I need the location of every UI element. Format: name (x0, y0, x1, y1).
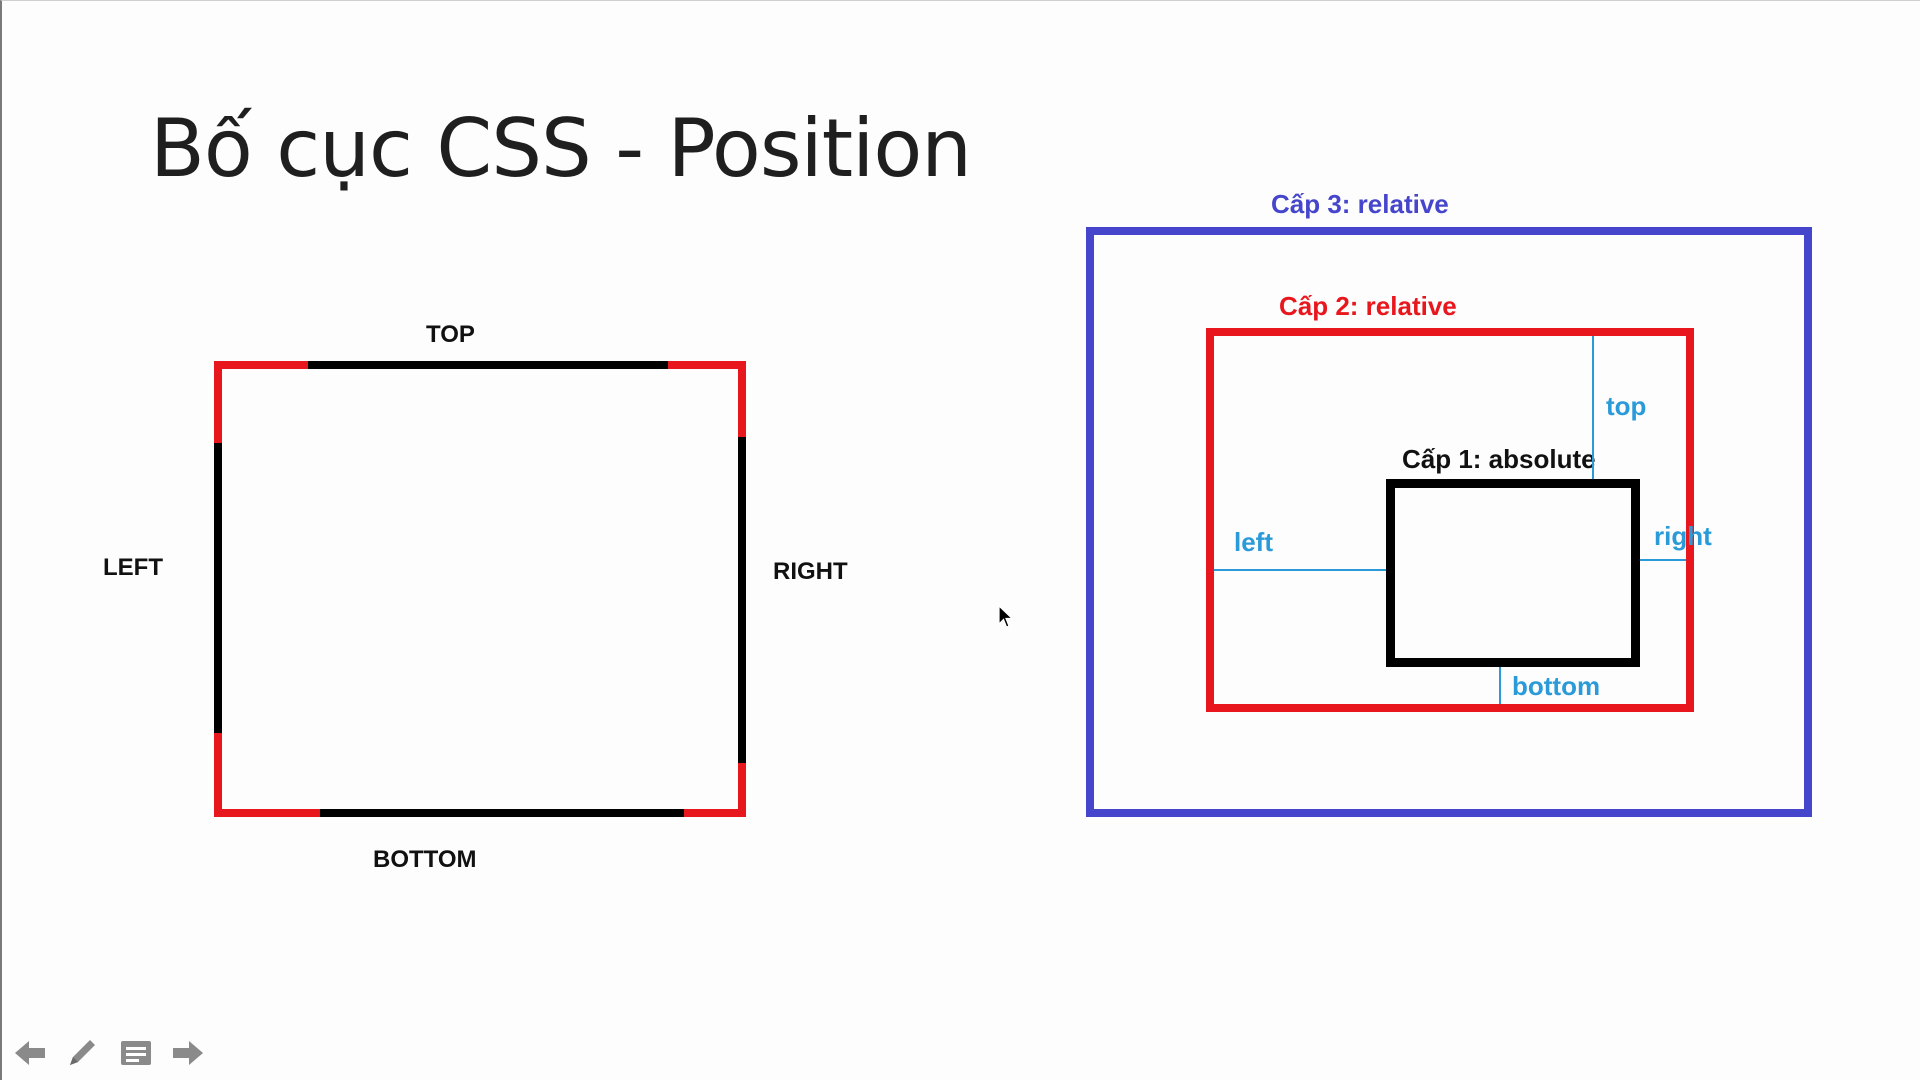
bottom-edge (320, 809, 684, 817)
level3-relative-box (1086, 227, 1812, 817)
bottom-offset-line (1499, 667, 1501, 704)
left-bottom-red-segment (214, 733, 222, 817)
right-edge (738, 437, 746, 763)
left-offset-label: left (1234, 527, 1273, 557)
bottom-right-red-segment (684, 809, 746, 817)
top-edge (308, 361, 668, 369)
bottom-left-red-segment (214, 809, 320, 817)
bottom-label: BOTTOM (373, 846, 477, 873)
top-right-red-segment (668, 361, 746, 369)
top-offset-label: top (1606, 391, 1647, 421)
arrow-left-icon[interactable] (12, 1035, 48, 1071)
slide-title: Bố cục CSS - Position (150, 102, 972, 195)
mouse-pointer-icon (998, 605, 1014, 628)
top-left-red-segment (214, 361, 308, 369)
left-label: LEFT (103, 554, 163, 581)
arrow-right-icon[interactable] (170, 1035, 206, 1071)
top-offset-line (1592, 336, 1594, 479)
pen-icon[interactable] (64, 1035, 100, 1071)
right-offset-line (1640, 559, 1686, 561)
level2-label: Cấp 2: relative (1279, 291, 1457, 321)
left-edge (214, 443, 222, 733)
level3-label: Cấp 3: relative (1271, 189, 1449, 219)
top-label: TOP (426, 321, 475, 348)
left-offset-line (1214, 569, 1386, 571)
level2-relative-box (1206, 328, 1694, 712)
right-label: RIGHT (773, 558, 848, 585)
bottom-offset-label: bottom (1512, 671, 1601, 701)
notes-icon[interactable] (118, 1035, 154, 1071)
left-top-red-segment (214, 361, 222, 443)
right-offset-label: right (1654, 521, 1712, 551)
level1-label: Cấp 1: absolute (1402, 444, 1596, 474)
right-bottom-red-segment (738, 763, 746, 817)
level1-absolute-box (1386, 479, 1640, 667)
right-top-red-segment (738, 361, 746, 437)
